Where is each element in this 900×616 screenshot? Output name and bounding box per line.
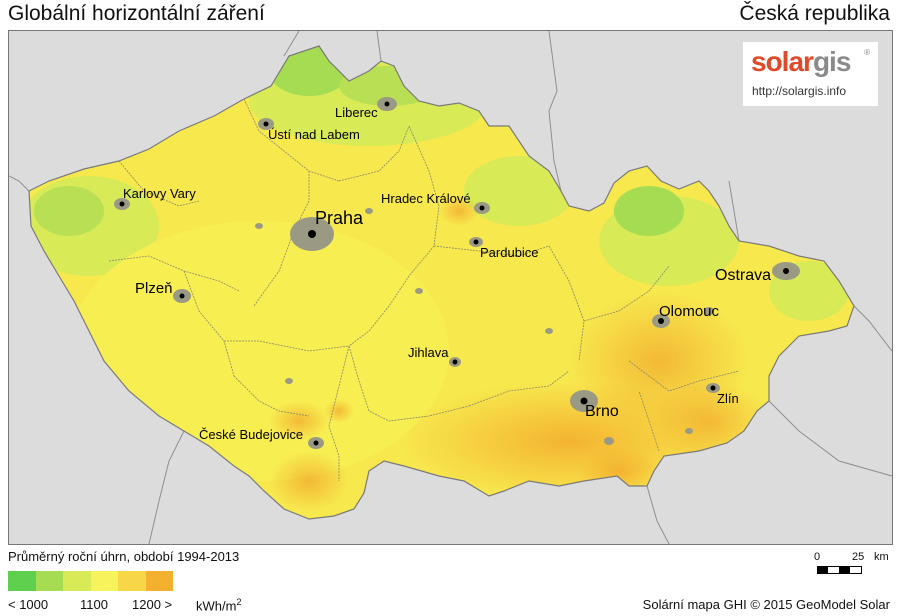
city-label-liberec: Liberec [335,105,378,120]
city-dot-brno [580,397,588,405]
country-border [28,45,855,520]
city-dot-usti [263,121,269,127]
legend-unit: kWh/m2 [196,597,242,614]
city-label-brno: Brno [585,403,619,420]
legend-swatch-3 [90,571,118,591]
region-borders [108,98,740,481]
city-dot-plzen [179,293,185,299]
city-dot-liberec [384,101,390,107]
legend-title: Průměrný roční úhrn, období 1994-2013 [8,549,240,564]
city-dot-pardubice [473,239,479,245]
scale-value: 25 [852,551,865,563]
scale-zero: 0 [814,551,821,563]
city-label-zlin: Zlín [717,391,739,406]
city-label-ostrava: Ostrava [715,267,772,284]
scale-unit: km [874,551,889,563]
legend-swatch-5 [145,571,173,591]
region-title: Česká republika [739,2,890,25]
city-label-jihlava: Jihlava [408,345,449,360]
city-dot-ostrava [783,268,789,274]
city-label-usti: Ústí nad Labem [268,127,360,142]
city-label-hradec: Hradec Králové [381,191,471,206]
solargis-logo[interactable]: solargis ® http://solargis.info [743,42,878,106]
city-dot-zlin [710,385,716,391]
registered-mark: ® [864,48,870,57]
legend-color-bar [8,571,173,591]
legend-tick-low: < 1000 [8,597,49,612]
city-label-olomouc: Olomouc [659,303,720,320]
city-label-karlovy-vary: Karlovy Vary [123,186,196,201]
legend-tick-mid: 1100 [80,597,108,612]
city-dot-karlovy-vary [119,201,125,207]
city-markers [119,101,789,446]
legend-swatch-0 [8,571,36,591]
map-title: Globální horizontální záření [8,2,265,25]
legend-swatch-4 [118,571,146,591]
city-dot-olomouc [658,318,664,324]
legend-swatch-2 [63,571,91,591]
city-dot-praha [308,230,316,238]
city-label-ceske-budejovice: České Budejovice [199,427,304,442]
city-label-pardubice: Pardubice [480,245,539,260]
city-dot-ceske-budejovice [313,440,319,446]
neighbour-borders [9,31,892,544]
city-dot-hradec [479,205,485,211]
solargis-wordmark: solargis [751,46,851,77]
city-label-praha: Praha [315,208,364,228]
map-frame[interactable]: Liberec Ústí nad Labem Karlovy Vary Prah… [8,30,893,545]
legend-tick-high: 1200 > [132,597,173,612]
footer-credit: Solární mapa GHI © 2015 GeoModel Solar [642,597,890,612]
city-label-plzen: Plzeň [135,280,173,297]
map-canvas [9,31,892,544]
logo-url-link[interactable]: http://solargis.info [752,84,847,98]
legend-swatch-1 [35,571,63,591]
scale-bar [817,566,862,574]
city-dot-jihlava [452,359,458,365]
